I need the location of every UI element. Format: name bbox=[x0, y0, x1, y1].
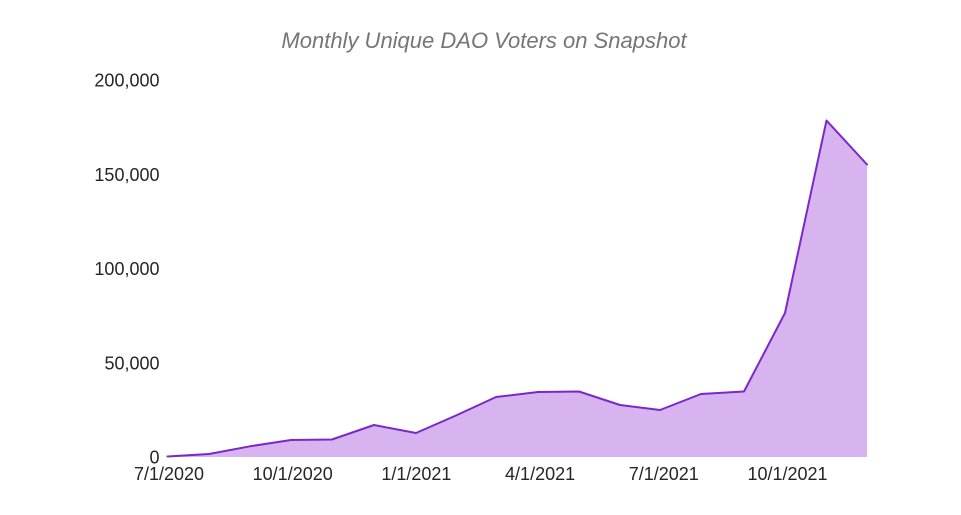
svg-text:Monthly Unique DAO Voters on S: Monthly Unique DAO Voters on Snapshot bbox=[281, 28, 687, 53]
svg-text:150,000: 150,000 bbox=[94, 165, 159, 185]
svg-text:7/1/2020: 7/1/2020 bbox=[134, 464, 204, 484]
svg-text:7/1/2021: 7/1/2021 bbox=[629, 464, 699, 484]
svg-text:200,000: 200,000 bbox=[94, 71, 159, 91]
svg-text:100,000: 100,000 bbox=[94, 259, 159, 279]
svg-text:10/1/2020: 10/1/2020 bbox=[253, 464, 333, 484]
svg-text:50,000: 50,000 bbox=[104, 353, 159, 373]
svg-text:0: 0 bbox=[149, 447, 159, 467]
svg-text:1/1/2021: 1/1/2021 bbox=[381, 464, 451, 484]
svg-text:10/1/2021: 10/1/2021 bbox=[747, 464, 827, 484]
svg-text:4/1/2021: 4/1/2021 bbox=[505, 464, 575, 484]
